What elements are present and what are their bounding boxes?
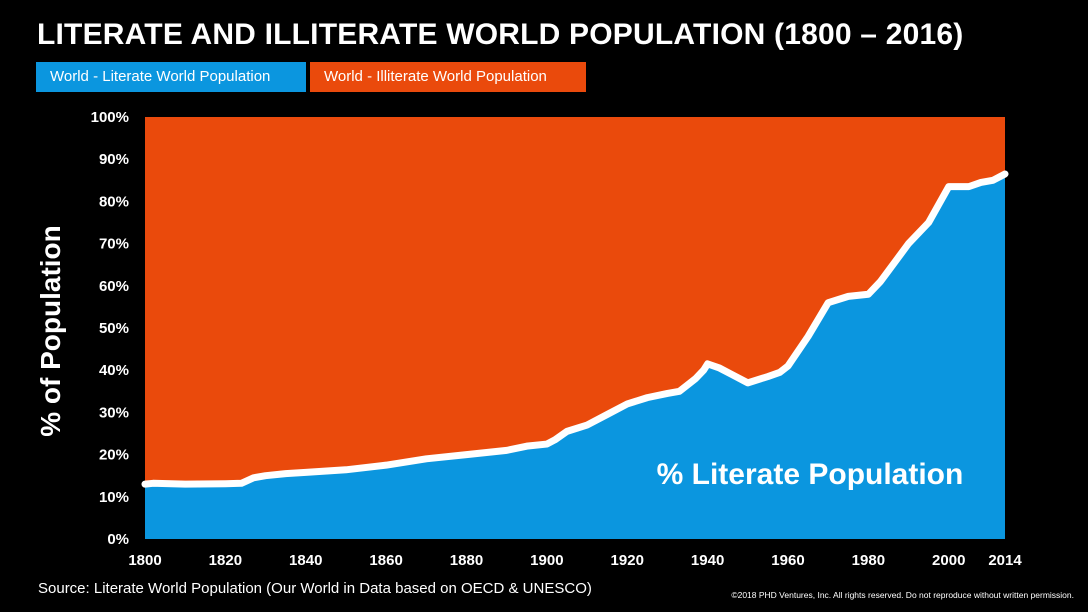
y-tick-label: 90% — [99, 151, 129, 168]
y-tick-label: 70% — [99, 236, 129, 253]
y-tick-label: 30% — [99, 404, 129, 421]
chart-title: LITERATE AND ILLITERATE WORLD POPULATION… — [37, 18, 964, 51]
y-tick-label: 80% — [99, 193, 129, 210]
x-tick-label: 1820 — [209, 552, 242, 569]
x-tick-label: 1860 — [369, 552, 402, 569]
source-note: Source: Literate World Population (Our W… — [38, 580, 592, 597]
x-tick-label: 1920 — [611, 552, 644, 569]
y-tick-label: 20% — [99, 447, 129, 464]
y-tick-label: 50% — [99, 320, 129, 337]
x-tick-label: 1880 — [450, 552, 483, 569]
y-tick-label: 60% — [99, 278, 129, 295]
x-tick-label: 1800 — [128, 552, 161, 569]
x-tick-label: 1900 — [530, 552, 563, 569]
y-tick-label: 10% — [99, 489, 129, 506]
x-tick-label: 2014 — [988, 552, 1022, 569]
x-tick-label: 2000 — [932, 552, 965, 569]
legend-item-illiterate: World - Illiterate World Population — [310, 62, 586, 92]
x-tick-label: 1840 — [289, 552, 322, 569]
literate-annotation: % Literate Population — [657, 458, 964, 491]
x-tick-label: 1980 — [852, 552, 885, 569]
legend-item-literate: World - Literate World Population — [36, 62, 306, 92]
y-axis-label: % of Population — [35, 225, 66, 437]
x-tick-label: 1960 — [771, 552, 804, 569]
y-tick-label: 100% — [91, 109, 129, 126]
y-tick-label: 40% — [99, 362, 129, 379]
legend: World - Literate World Population World … — [36, 62, 586, 92]
y-tick-label: 0% — [107, 531, 129, 548]
literate-area — [145, 173, 1005, 539]
x-tick-label: 1940 — [691, 552, 724, 569]
illiterate-area — [145, 117, 1005, 485]
literate-boundary-line — [141, 170, 1009, 488]
copyright-note: ©2018 PHD Ventures, Inc. All rights rese… — [731, 590, 1074, 600]
